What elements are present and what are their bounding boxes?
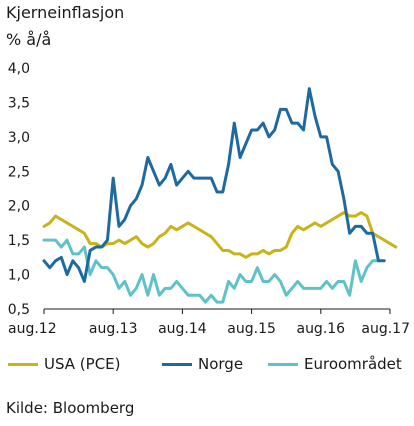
legend: USA (PCE) Norge Euroområdet (0, 355, 414, 381)
x-tick-label: aug.16 (296, 321, 345, 337)
series-layer (42, 87, 398, 304)
legend-swatch-euroomradet (268, 362, 298, 366)
x-tick-label: aug.13 (89, 321, 138, 337)
series-line-usa-pce (42, 211, 398, 259)
line-chart: 4,0 3,5 3,0 2,5 2,0 1,5 1,0 0,5 aug.12 aug.13 aug.… (8, 61, 410, 337)
y-axis-unit: % å/å (6, 30, 52, 49)
legend-label-euroomradet: Euroområdet (304, 355, 402, 373)
y-tick-label: 3,5 (8, 95, 30, 111)
legend-label-usa: USA (PCE) (44, 355, 121, 373)
legend-item-euroomradet: Euroområdet (268, 355, 402, 373)
y-tick-label: 0,5 (8, 302, 30, 318)
x-tick-label: aug.12 (8, 321, 57, 337)
axes (43, 308, 391, 314)
source-note: Kilde: Bloomberg (6, 399, 135, 417)
y-tick-label: 2,5 (8, 164, 30, 180)
y-tick-label: 3,0 (8, 130, 30, 146)
legend-item-norge: Norge (162, 355, 243, 373)
legend-item-usa: USA (PCE) (8, 355, 121, 373)
x-tick-label: aug.15 (227, 321, 276, 337)
series-line-euroomradet (42, 238, 380, 304)
series-line-norge (42, 87, 386, 283)
y-tick-label: 4,0 (8, 61, 30, 77)
y-tick-label: 2,0 (8, 199, 30, 215)
y-tick-label: 1,0 (8, 268, 30, 284)
y-tick-label: 1,5 (8, 233, 30, 249)
legend-label-norge: Norge (198, 355, 244, 373)
x-tick-label: aug.17 (361, 321, 410, 337)
legend-swatch-norge (162, 362, 192, 366)
tick-labels: 4,0 3,5 3,0 2,5 2,0 1,5 1,0 0,5 aug.12 aug.13 aug.… (8, 61, 410, 337)
x-tick-label: aug.14 (158, 321, 207, 337)
legend-swatch-usa (8, 362, 38, 366)
chart-title: Kjerneinflasjon (6, 3, 125, 22)
